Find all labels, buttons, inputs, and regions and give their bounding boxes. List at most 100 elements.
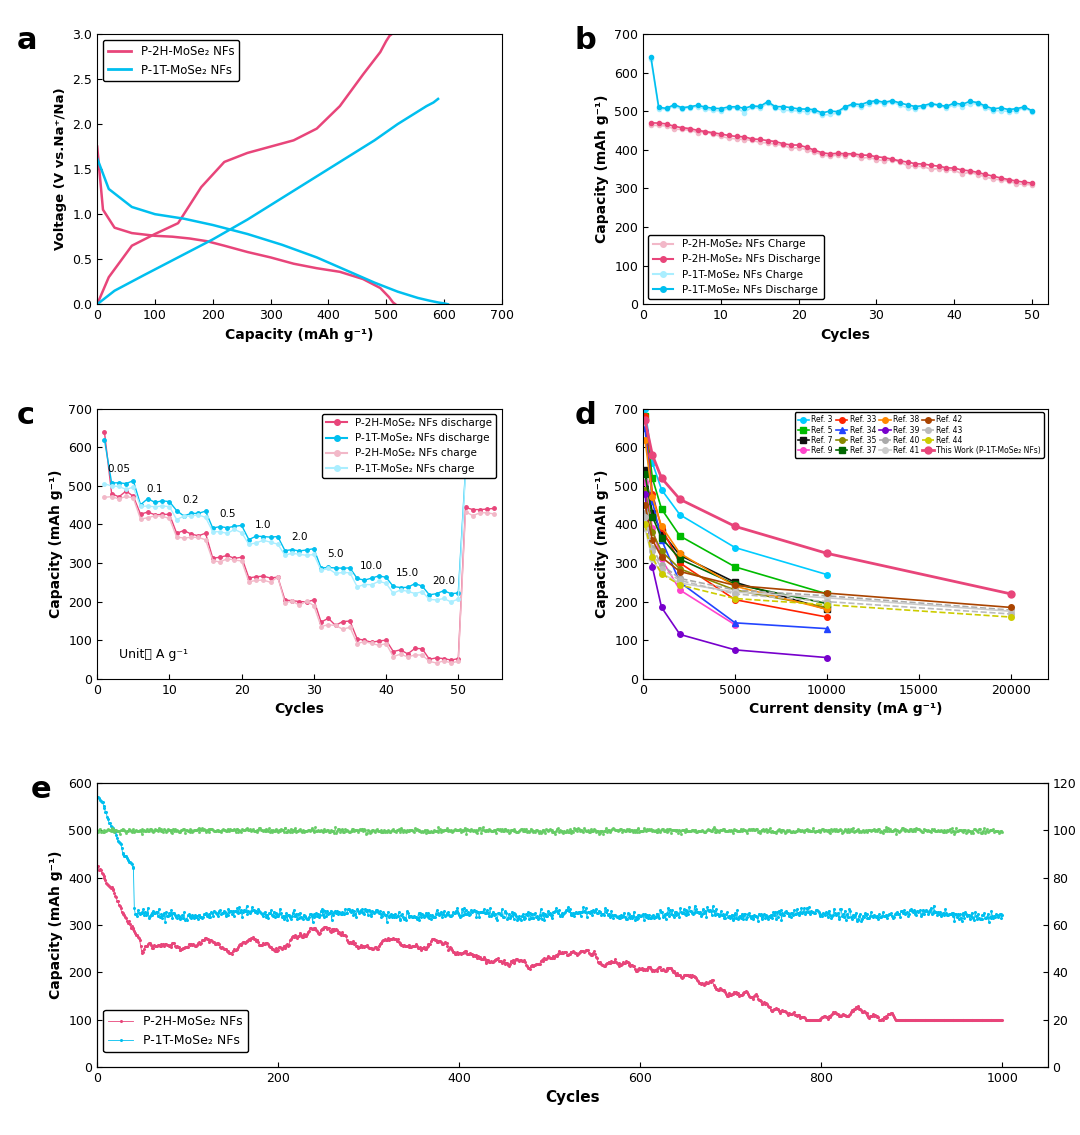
Y-axis label: Capacity (mAh g⁻¹): Capacity (mAh g⁻¹) <box>49 851 63 999</box>
P-2H-MoSe₂ NFs <box>814 1011 827 1025</box>
Ref. 5 <box>656 502 669 515</box>
Line: Ref. 9: Ref. 9 <box>643 479 738 628</box>
Ref. 39 <box>674 628 687 641</box>
Ref. 39 <box>656 600 669 614</box>
Ref. 7 <box>821 603 834 616</box>
Ref. 35 <box>646 526 659 539</box>
Line: Ref. 37: Ref. 37 <box>643 471 829 606</box>
P-2H-MoSe₂ NFs <box>996 1012 1009 1026</box>
Line: Ref. 38: Ref. 38 <box>643 437 829 612</box>
Ref. 5 <box>674 529 687 543</box>
Text: 1.0: 1.0 <box>255 520 271 530</box>
Ref. 40 <box>1004 604 1017 617</box>
Ref. 3 <box>821 568 834 581</box>
Text: 2.0: 2.0 <box>292 532 308 541</box>
Ref. 35 <box>821 600 834 614</box>
Ref. 41 <box>638 521 651 535</box>
P-1T-MoSe₂ NFs <box>159 915 172 928</box>
Line: Ref. 40: Ref. 40 <box>643 510 1014 613</box>
Text: 10.0: 10.0 <box>360 561 383 571</box>
Ref. 35 <box>638 482 651 496</box>
Ref. 43 <box>821 595 834 608</box>
Line: Ref. 42: Ref. 42 <box>643 503 1014 611</box>
X-axis label: Current density (mA g⁻¹): Current density (mA g⁻¹) <box>748 703 942 716</box>
This Work (P-1T-MoSe₂ NFs) <box>821 547 834 561</box>
Line: Ref. 33: Ref. 33 <box>643 413 829 620</box>
Ref. 35 <box>656 545 669 558</box>
Ref. 3 <box>729 540 742 554</box>
Ref. 5 <box>646 471 659 485</box>
Text: d: d <box>575 401 596 429</box>
Ref. 43 <box>638 510 651 523</box>
This Work (P-1T-MoSe₂ NFs) <box>646 448 659 462</box>
Text: a: a <box>16 26 37 54</box>
Line: Ref. 7: Ref. 7 <box>643 468 829 612</box>
Ref. 37 <box>821 597 834 611</box>
Ref. 40 <box>638 506 651 520</box>
Ref. 3 <box>638 402 651 415</box>
P-2H-MoSe₂ NFs <box>799 1012 812 1026</box>
This Work (P-1T-MoSe₂ NFs) <box>656 471 669 485</box>
P-1T-MoSe₂ NFs <box>996 908 1009 922</box>
X-axis label: Cycles: Cycles <box>821 328 870 342</box>
Text: 0.1: 0.1 <box>147 484 163 494</box>
Ref. 35 <box>729 583 742 597</box>
P-1T-MoSe₂ NFs <box>714 908 727 922</box>
Text: c: c <box>16 401 35 429</box>
Ref. 34 <box>638 421 651 435</box>
Ref. 33 <box>821 611 834 624</box>
Text: 0.2: 0.2 <box>183 495 200 505</box>
Ref. 33 <box>729 592 742 606</box>
Ref. 39 <box>729 644 742 657</box>
Ref. 43 <box>729 587 742 600</box>
Ref. 34 <box>674 575 687 589</box>
Ref. 41 <box>729 586 742 599</box>
Ref. 43 <box>656 562 669 575</box>
P-2H-MoSe₂ NFs <box>92 859 105 873</box>
Line: Ref. 3: Ref. 3 <box>643 406 829 578</box>
Ref. 7 <box>674 548 687 562</box>
Ref. 7 <box>646 506 659 520</box>
Ref. 44 <box>821 598 834 612</box>
Ref. 33 <box>646 487 659 501</box>
Ref. 40 <box>656 558 669 572</box>
This Work (P-1T-MoSe₂ NFs) <box>638 413 651 427</box>
Ref. 38 <box>674 547 687 561</box>
Y-axis label: Capacity (mAh g⁻¹): Capacity (mAh g⁻¹) <box>595 470 609 617</box>
Ref. 38 <box>646 490 659 504</box>
Ref. 9 <box>674 583 687 597</box>
Ref. 41 <box>646 553 659 566</box>
P-2H-MoSe₂ NFs <box>490 952 503 966</box>
Text: 0.5: 0.5 <box>219 508 235 519</box>
Ref. 5 <box>729 560 742 573</box>
P-1T-MoSe₂ NFs <box>458 907 471 920</box>
Text: e: e <box>30 775 51 804</box>
Ref. 38 <box>656 520 669 533</box>
P-1T-MoSe₂ NFs <box>798 901 811 915</box>
Line: Ref. 34: Ref. 34 <box>643 426 829 631</box>
Ref. 9 <box>646 521 659 535</box>
Ref. 43 <box>646 545 659 558</box>
P-2H-MoSe₂ NFs <box>457 944 470 958</box>
Ref. 9 <box>729 617 742 631</box>
Legend: P-2H-MoSe₂ NFs, P-1T-MoSe₂ NFs: P-2H-MoSe₂ NFs, P-1T-MoSe₂ NFs <box>103 40 240 82</box>
Ref. 5 <box>821 587 834 600</box>
This Work (P-1T-MoSe₂ NFs) <box>729 520 742 533</box>
Y-axis label: Capacity (mAh g⁻¹): Capacity (mAh g⁻¹) <box>49 470 63 617</box>
Ref. 41 <box>821 591 834 605</box>
Line: Ref. 35: Ref. 35 <box>643 487 829 611</box>
Ref. 39 <box>646 560 659 573</box>
Line: Ref. 39: Ref. 39 <box>643 490 829 661</box>
Ref. 38 <box>729 579 742 592</box>
Ref. 42 <box>674 565 687 579</box>
Legend: Ref. 3, Ref. 5, Ref. 7, Ref. 9, Ref. 33, Ref. 34, Ref. 35, Ref. 37, Ref. 38, Ref: Ref. 3, Ref. 5, Ref. 7, Ref. 9, Ref. 33,… <box>795 412 1043 459</box>
Ref. 37 <box>638 468 651 481</box>
Ref. 7 <box>638 463 651 477</box>
Line: This Work (P-1T-MoSe₂ NFs): This Work (P-1T-MoSe₂ NFs) <box>642 417 1014 597</box>
Legend: P-2H-MoSe₂ NFs Charge, P-2H-MoSe₂ NFs Discharge, P-1T-MoSe₂ NFs Charge, P-1T-MoS: P-2H-MoSe₂ NFs Charge, P-2H-MoSe₂ NFs Di… <box>648 235 824 299</box>
Ref. 43 <box>674 573 687 587</box>
Text: 0.05: 0.05 <box>107 464 131 474</box>
P-1T-MoSe₂ NFs <box>814 908 827 922</box>
Ref. 35 <box>674 562 687 575</box>
Ref. 42 <box>729 579 742 592</box>
